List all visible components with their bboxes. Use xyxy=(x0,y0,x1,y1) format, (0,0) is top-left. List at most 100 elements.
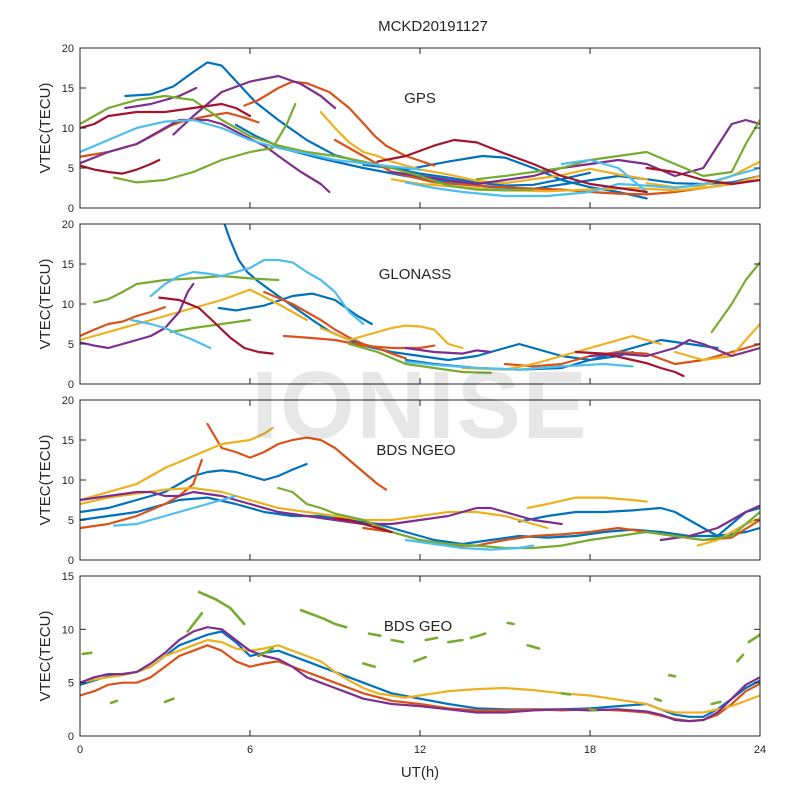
panel-label: BDS GEO xyxy=(384,618,452,635)
series-line xyxy=(80,158,161,175)
y-tick-label: 0 xyxy=(68,379,74,391)
series-group xyxy=(80,61,760,200)
series-line xyxy=(80,626,760,723)
series-line xyxy=(696,517,760,547)
series-line xyxy=(80,462,308,514)
series-line xyxy=(588,708,597,712)
series-line xyxy=(80,496,760,546)
series-line xyxy=(404,346,492,355)
series-line xyxy=(163,697,175,704)
y-tick-label: 10 xyxy=(62,624,74,636)
plot-area xyxy=(80,576,760,736)
x-tick-label: 12 xyxy=(414,744,426,756)
series-group xyxy=(80,422,760,551)
series-line xyxy=(129,318,212,350)
x-tick-label: 6 xyxy=(247,744,253,756)
series-line xyxy=(560,158,648,194)
series-line xyxy=(673,322,760,362)
series-line xyxy=(112,494,237,527)
series-line xyxy=(319,110,648,185)
series-line xyxy=(390,638,405,644)
series-line xyxy=(124,61,592,187)
y-tick-label: 0 xyxy=(68,731,74,743)
series-line xyxy=(736,653,745,663)
series-line xyxy=(206,422,388,491)
series-line xyxy=(447,638,464,644)
series-line xyxy=(362,662,376,668)
series-line xyxy=(747,633,760,644)
y-tick-label: 0 xyxy=(68,203,74,215)
series-line xyxy=(653,697,663,703)
series-line xyxy=(376,138,648,194)
y-tick-label: 15 xyxy=(62,571,74,583)
series-line xyxy=(109,699,119,705)
series-line xyxy=(80,118,422,171)
y-tick-label: 15 xyxy=(62,259,74,271)
y-tick-label: 10 xyxy=(62,123,74,135)
series-line xyxy=(503,342,760,368)
series-line xyxy=(80,458,203,530)
panels: 0 5 10 15 20 VTEC(TECU) GPS 0 5 10 15 20 VTEC(TECU) G… xyxy=(37,43,766,756)
y-tick-label: 15 xyxy=(62,83,74,95)
panel-4: 0 6 12 18 24 0 5 10 15 VTEC(TECU) BDS GEO xyxy=(37,571,766,756)
x-tick-label: 0 xyxy=(77,744,83,756)
series-line xyxy=(574,350,685,378)
series-line xyxy=(80,306,167,338)
y-tick-label: 20 xyxy=(62,219,74,231)
series-line xyxy=(158,296,274,355)
series-line xyxy=(710,700,722,706)
y-tick-label: 10 xyxy=(62,299,74,311)
y-axis-label: VTEC(TECU) xyxy=(37,83,54,174)
series-line xyxy=(149,258,365,326)
series-line xyxy=(80,490,563,526)
series-line xyxy=(560,692,572,696)
panel-label: GLONASS xyxy=(379,266,452,283)
series-line xyxy=(80,102,252,130)
series-line xyxy=(186,612,204,633)
series-line xyxy=(282,334,436,350)
series-line xyxy=(277,486,760,550)
series-line xyxy=(645,166,760,186)
series-group xyxy=(80,590,760,723)
series-line xyxy=(257,647,274,658)
series-line xyxy=(217,292,373,326)
series-line xyxy=(80,288,308,342)
series-line xyxy=(367,632,382,637)
figure-title: MCKD20191127 xyxy=(378,18,488,35)
y-tick-label: 5 xyxy=(68,515,74,527)
series-line xyxy=(112,102,297,184)
series-line xyxy=(645,160,760,189)
series-line xyxy=(197,590,246,626)
panel-label: GPS xyxy=(404,90,436,107)
x-tick-label: 24 xyxy=(754,744,766,756)
series-line xyxy=(81,651,93,656)
series-line xyxy=(243,80,436,167)
y-tick-label: 5 xyxy=(68,163,74,175)
plot-area xyxy=(80,400,760,560)
series-line xyxy=(390,118,760,186)
series-line xyxy=(299,608,348,629)
series-line xyxy=(169,318,252,334)
series-line xyxy=(404,166,760,198)
y-tick-label: 0 xyxy=(68,555,74,567)
panel-1: 0 5 10 15 20 VTEC(TECU) GPS xyxy=(37,43,761,215)
series-line xyxy=(475,118,760,181)
series-line xyxy=(710,261,760,334)
y-tick-label: 15 xyxy=(62,435,74,447)
y-tick-label: 20 xyxy=(62,395,74,407)
y-axis-label: VTEC(TECU) xyxy=(37,435,54,526)
y-axis-label: VTEC(TECU) xyxy=(37,611,54,702)
panel-2: 0 5 10 15 20 VTEC(TECU) GLONASS xyxy=(37,219,761,391)
series-line xyxy=(526,644,541,650)
x-tick-label: 18 xyxy=(584,744,596,756)
series-line xyxy=(526,496,648,510)
y-tick-label: 20 xyxy=(62,43,74,55)
series-line xyxy=(80,486,549,530)
x-axis-label: UT(h) xyxy=(401,764,439,781)
y-tick-label: 5 xyxy=(68,339,74,351)
series-line xyxy=(80,426,274,502)
series-line xyxy=(404,360,634,371)
series-line xyxy=(80,638,760,714)
plot-area xyxy=(80,224,760,384)
